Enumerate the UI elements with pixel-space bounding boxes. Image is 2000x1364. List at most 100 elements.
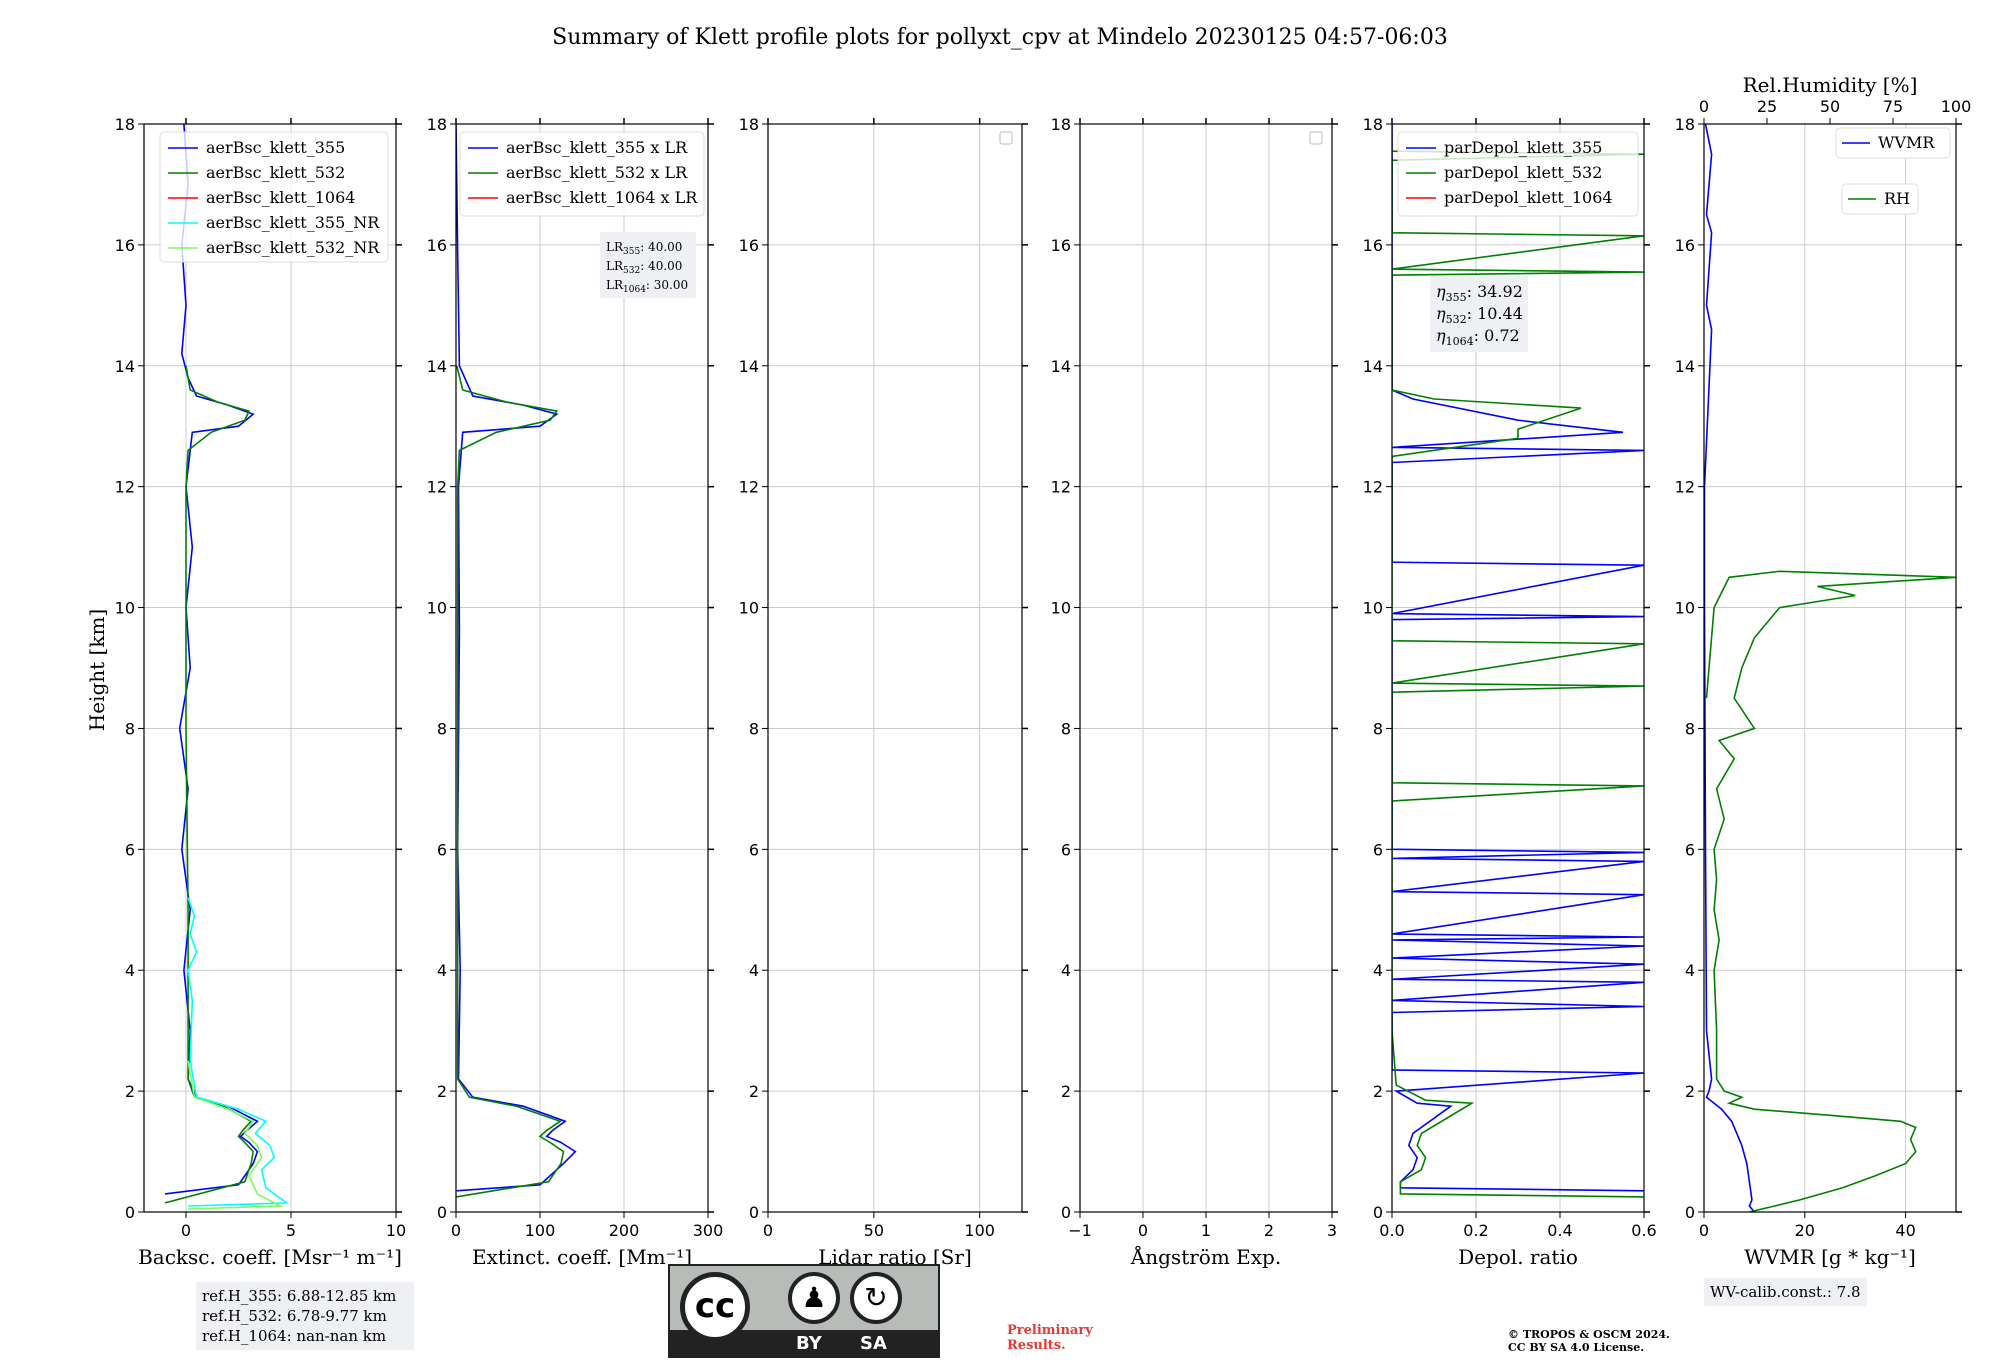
y-tick-label: 2	[1061, 1082, 1071, 1101]
x-tick-label: 0	[1699, 1221, 1709, 1240]
x-tick-label: 0	[1138, 1221, 1148, 1240]
x-tick-label: 0	[763, 1221, 773, 1240]
y-tick-label: 0	[125, 1203, 135, 1222]
x-axis-label: Ångström Exp.	[1130, 1244, 1281, 1269]
y-tick-label: 12	[115, 478, 135, 497]
x-tick-label: 300	[693, 1221, 724, 1240]
y-tick-label: 2	[1685, 1082, 1695, 1101]
legend-label: aerBsc_klett_355_NR	[206, 213, 380, 232]
x-tick-label: 1	[1201, 1221, 1211, 1240]
y-tick-label: 4	[749, 961, 759, 980]
y-tick-label: 8	[437, 719, 447, 738]
x-axis-label: Extinct. coeff. [Mm⁻¹]	[472, 1245, 692, 1269]
y-tick-label: 14	[739, 357, 759, 376]
y-tick-label: 4	[125, 961, 135, 980]
top-x-tick-label: 25	[1757, 97, 1777, 116]
y-tick-label: 10	[115, 599, 135, 618]
y-tick-label: 6	[437, 840, 447, 859]
y-tick-label: 4	[1061, 961, 1071, 980]
series-parDepol_klett_532	[1392, 150, 1644, 1198]
x-axis-label: Depol. ratio	[1458, 1245, 1578, 1269]
y-tick-label: 6	[1373, 840, 1383, 859]
x-tick-label: 0.2	[1463, 1221, 1488, 1240]
lr-value: LR532: 40.00	[606, 259, 682, 276]
y-tick-label: 16	[427, 236, 447, 255]
y-tick-label: 14	[1363, 357, 1383, 376]
top-axis-label: Rel.Humidity [%]	[1743, 73, 1918, 97]
x-tick-label: 0	[181, 1221, 191, 1240]
empty-legend-box	[1309, 131, 1323, 145]
y-tick-label: 6	[1061, 840, 1071, 859]
annotation-box	[1430, 276, 1528, 352]
axes-frame	[143, 123, 397, 1213]
y-tick-label: 16	[1051, 236, 1071, 255]
y-tick-label: 4	[1685, 961, 1695, 980]
axes-frame	[767, 123, 1023, 1213]
y-tick-label: 18	[739, 115, 759, 134]
legend-frame	[1841, 183, 1919, 215]
series-parDepol_klett_355	[1392, 124, 1644, 1192]
ref-height-532: ref.H_532: 6.78-9.77 km	[202, 1307, 387, 1325]
y-tick-label: 4	[1373, 961, 1383, 980]
y-tick-label: 14	[1051, 357, 1071, 376]
x-tick-label: 2	[1264, 1221, 1274, 1240]
x-axis-label: WVMR [g * kg⁻¹]	[1744, 1245, 1916, 1269]
y-tick-label: 10	[427, 599, 447, 618]
top-x-tick-label: 100	[1941, 97, 1972, 116]
legend-label: aerBsc_klett_532 x LR	[506, 163, 688, 182]
panel-bsc: 0 2 4 6 8 10 12 14 16 18 0 5 10 Backsc. coeff. [Msr⁻¹…	[115, 115, 407, 1269]
legend-frame	[459, 131, 705, 217]
x-tick-label: 40	[1895, 1221, 1915, 1240]
eta-value: η355: 34.92	[1436, 282, 1523, 304]
share-alike-icon: ↻	[850, 1272, 902, 1324]
x-tick-label: 3	[1327, 1221, 1337, 1240]
wv-calib-box: WV-calib.const.: 7.8	[1704, 1278, 1867, 1306]
preliminary-line-1: Preliminary	[1007, 1323, 1093, 1338]
y-tick-label: 0	[1685, 1203, 1695, 1222]
series-aerBsc_klett_355 x LR	[456, 124, 577, 1192]
x-tick-label: 0.0	[1379, 1221, 1404, 1240]
series-aerBsc_klett_532_NR	[187, 1060, 284, 1210]
y-tick-label: 2	[749, 1082, 759, 1101]
annotation-box	[600, 232, 696, 298]
y-tick-label: 12	[427, 478, 447, 497]
y-tick-label: 0	[1373, 1203, 1383, 1222]
x-tick-label: 200	[609, 1221, 640, 1240]
legend-label: RH	[1884, 189, 1910, 208]
y-tick-label: 4	[437, 961, 447, 980]
y-tick-label: 2	[437, 1082, 447, 1101]
lr-value: LR1064: 30.00	[606, 278, 688, 295]
legend-label: aerBsc_klett_532	[206, 163, 345, 182]
y-tick-label: 18	[115, 115, 135, 134]
y-tick-label: 8	[1373, 719, 1383, 738]
legend-label: aerBsc_klett_1064	[206, 188, 355, 207]
y-tick-label: 8	[125, 719, 135, 738]
legend-label: parDepol_klett_532	[1444, 163, 1602, 182]
legend-frame	[1397, 131, 1639, 217]
y-tick-label: 6	[749, 840, 759, 859]
preliminary-notice: Preliminary Results.	[1007, 1323, 1093, 1353]
y-tick-label: 12	[1363, 478, 1383, 497]
ref-height-1064: ref.H_1064: nan-nan km	[202, 1327, 387, 1345]
y-tick-label: 14	[1675, 357, 1695, 376]
series-aerBsc_klett_355_NR	[187, 897, 290, 1207]
legend-label: parDepol_klett_1064	[1444, 188, 1613, 207]
x-tick-label: 0.6	[1631, 1221, 1656, 1240]
y-tick-label: 14	[427, 357, 447, 376]
y-tick-label: 18	[427, 115, 447, 134]
top-x-tick-label: 50	[1820, 97, 1840, 116]
legend: aerBsc_klett_355 x LR aerBsc_klett_532 x …	[459, 131, 705, 217]
y-tick-label: 6	[1685, 840, 1695, 859]
top-x-tick-label: 75	[1883, 97, 1903, 116]
y-tick-label: 16	[115, 236, 135, 255]
cc-sa-label: SA	[860, 1333, 887, 1354]
y-tick-label: 18	[1675, 115, 1695, 134]
copyright-line-2: CC BY SA 4.0 License.	[1508, 1341, 1645, 1354]
series-WVMR	[1704, 124, 1756, 1212]
y-tick-label: 8	[1685, 719, 1695, 738]
y-tick-label: 12	[1675, 478, 1695, 497]
